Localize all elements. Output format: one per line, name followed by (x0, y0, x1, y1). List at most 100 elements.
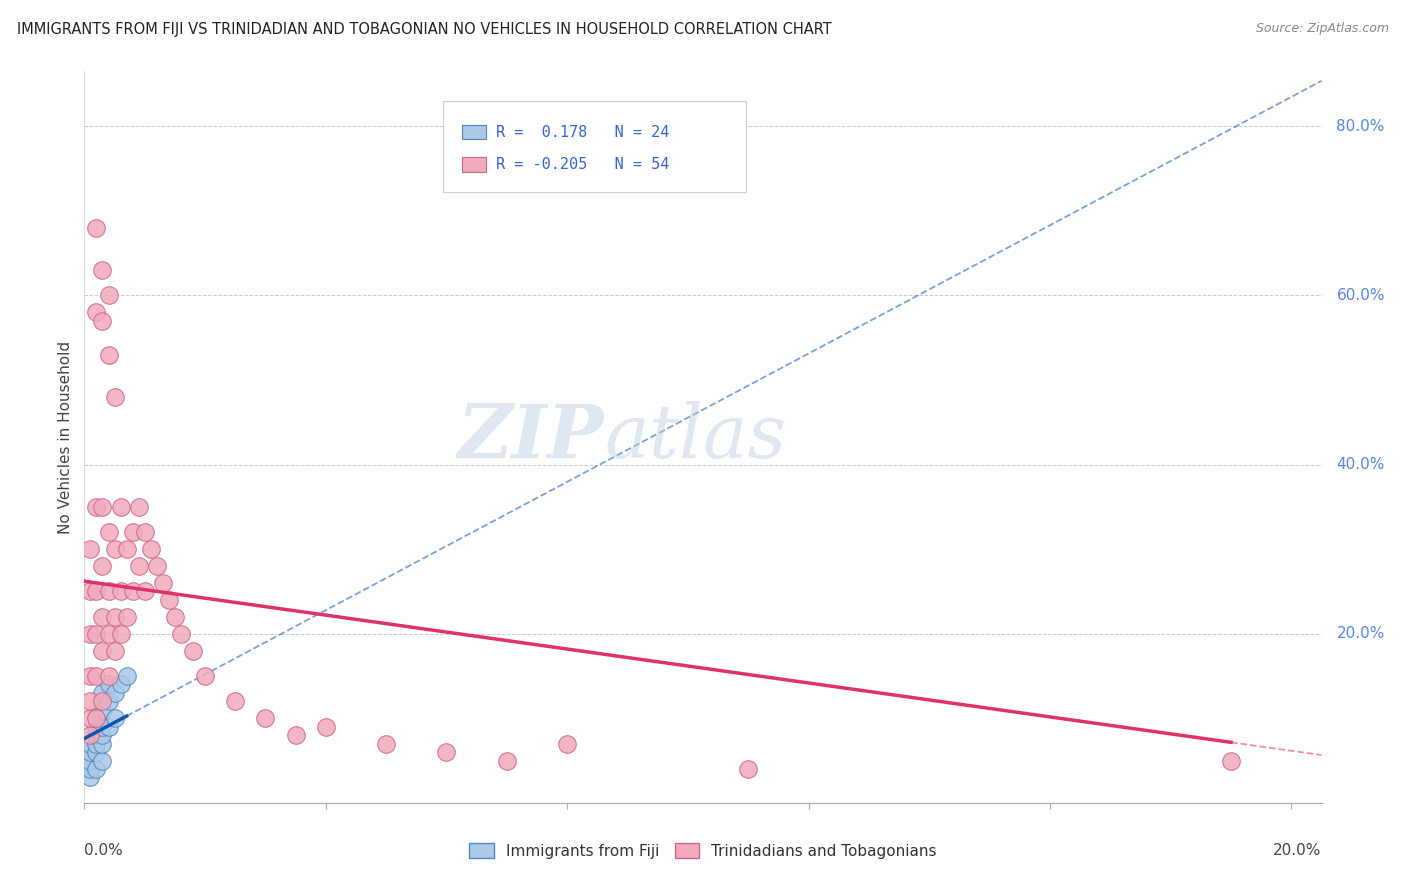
Point (139, 542, 162, 557)
Point (103, 609, 125, 624)
Point (315, 720, 337, 734)
Point (110, 626, 132, 640)
Point (97, 720, 120, 734)
Point (79, 669, 101, 683)
Point (79, 711, 101, 725)
Point (79, 542, 101, 557)
Point (97, 348, 120, 362)
Point (737, 762, 759, 776)
Point (495, 754, 517, 768)
Point (134, 525, 156, 540)
Point (91, 559, 114, 574)
Point (97, 584, 120, 599)
Point (97, 525, 120, 540)
Point (375, 737, 398, 751)
Point (97, 677, 120, 691)
Point (97, 694, 120, 708)
Point (110, 500, 132, 514)
Point (86, 711, 108, 725)
Point (91, 694, 114, 708)
Point (121, 584, 143, 599)
Point (157, 592, 180, 607)
Point (146, 559, 169, 574)
Point (86, 220, 108, 235)
Point (103, 542, 125, 557)
Point (170, 626, 193, 640)
Point (284, 728, 307, 742)
Point (152, 576, 174, 591)
Text: atlas: atlas (605, 401, 786, 474)
Point (91, 737, 114, 751)
Point (79, 694, 101, 708)
Text: Source: ZipAtlas.com: Source: ZipAtlas.com (1256, 22, 1389, 36)
Point (91, 720, 114, 734)
Point (97, 626, 120, 640)
Point (134, 584, 156, 599)
Text: ZIP: ZIP (458, 401, 605, 474)
Point (86, 584, 108, 599)
Point (103, 711, 125, 725)
Point (79, 728, 101, 742)
Point (128, 500, 150, 514)
Point (115, 669, 138, 683)
Point (79, 745, 101, 759)
Point (97, 669, 120, 683)
Text: 20.0%: 20.0% (1337, 626, 1385, 641)
Point (97, 288, 120, 302)
Point (91, 263, 114, 277)
Point (103, 686, 125, 700)
Point (79, 762, 101, 776)
Point (91, 314, 114, 328)
Point (79, 754, 101, 768)
Point (86, 728, 108, 742)
Text: 40.0%: 40.0% (1337, 457, 1385, 472)
Point (436, 745, 458, 759)
Point (86, 711, 108, 725)
Point (91, 703, 114, 717)
Point (86, 669, 108, 683)
Text: R =  0.178   N = 24: R = 0.178 N = 24 (496, 125, 669, 139)
FancyBboxPatch shape (461, 125, 486, 139)
Text: 80.0%: 80.0% (1337, 119, 1385, 134)
Text: IMMIGRANTS FROM FIJI VS TRINIDADIAN AND TOBAGONIAN NO VEHICLES IN HOUSEHOLD CORR: IMMIGRANTS FROM FIJI VS TRINIDADIAN AND … (17, 22, 831, 37)
Point (79, 626, 101, 640)
Point (181, 643, 204, 657)
Point (91, 500, 114, 514)
Point (91, 686, 114, 700)
FancyBboxPatch shape (443, 101, 747, 192)
Point (86, 626, 108, 640)
Point (86, 762, 108, 776)
Point (254, 711, 277, 725)
Point (115, 542, 138, 557)
Point (86, 305, 108, 319)
Point (79, 737, 101, 751)
Point (103, 643, 125, 657)
Text: 60.0%: 60.0% (1337, 288, 1385, 303)
Point (79, 771, 101, 785)
Point (79, 584, 101, 599)
Point (86, 745, 108, 759)
Point (86, 500, 108, 514)
Point (86, 720, 108, 734)
Point (91, 643, 114, 657)
Point (1220, 754, 1243, 768)
Point (110, 677, 132, 691)
Text: 20.0%: 20.0% (1274, 843, 1322, 858)
Point (224, 694, 246, 708)
Point (555, 737, 578, 751)
Point (110, 584, 132, 599)
Point (91, 728, 114, 742)
Point (128, 559, 150, 574)
Point (91, 754, 114, 768)
Point (103, 390, 125, 404)
Legend: Immigrants from Fiji, Trinidadians and Tobagonians: Immigrants from Fiji, Trinidadians and T… (463, 837, 943, 864)
Text: 0.0%: 0.0% (84, 843, 124, 858)
Point (194, 669, 217, 683)
Point (163, 609, 186, 624)
Point (115, 609, 138, 624)
Text: R = -0.205   N = 54: R = -0.205 N = 54 (496, 157, 669, 172)
FancyBboxPatch shape (461, 157, 486, 171)
Point (91, 609, 114, 624)
Y-axis label: No Vehicles in Household: No Vehicles in Household (58, 341, 73, 533)
Point (121, 525, 143, 540)
